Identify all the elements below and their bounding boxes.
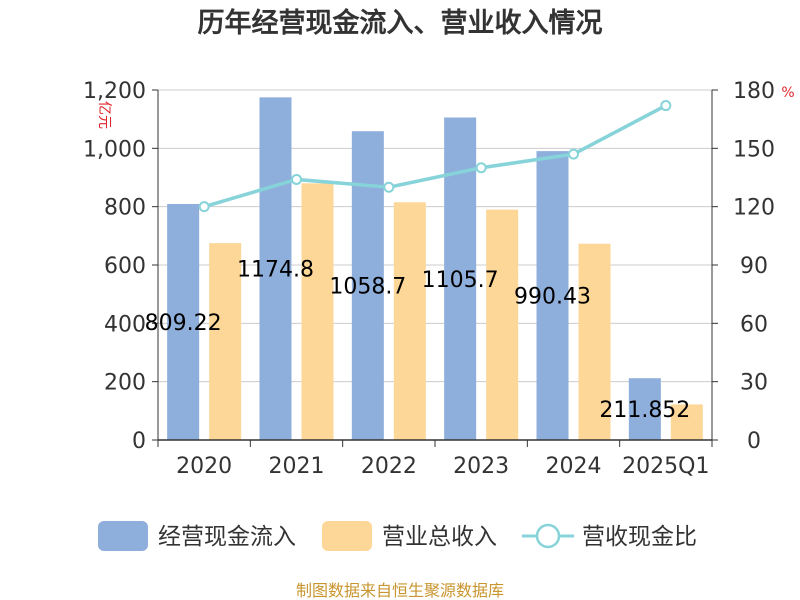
x-tick-label: 2022 — [361, 454, 417, 479]
gridlines — [158, 89, 712, 383]
right-tick-label: 180 — [733, 79, 775, 104]
line-point — [291, 173, 302, 185]
right-tick-label: 60 — [740, 312, 768, 337]
bar-经营现金流入 — [628, 378, 661, 440]
data-label: 1174.8 — [237, 258, 314, 283]
right-tick-label: 150 — [733, 137, 775, 162]
legend-marker — [535, 523, 561, 549]
right-tick-label: 0 — [747, 429, 761, 454]
right-axis-unit: % — [781, 85, 794, 101]
data-labels: 809.22 1174.8 1058.7 1105.7 990.43 211.852 — [145, 258, 691, 423]
source-note: 制图数据来自恒生聚源数据库 — [296, 581, 504, 600]
legend: 经营现金流入 营业总收入 营收现金比 — [98, 521, 697, 551]
left-tick-label: 400 — [104, 312, 146, 337]
legend-label: 营收现金比 — [582, 524, 697, 550]
legend-label: 经营现金流入 — [158, 524, 296, 550]
bar-经营现金流入 — [167, 203, 200, 440]
bar-营业总收入 — [209, 243, 242, 440]
left-axis-unit: 亿元 — [96, 101, 112, 129]
line-point — [383, 181, 395, 193]
line-营收现金比 — [203, 104, 667, 209]
bar-营业总收入 — [670, 404, 703, 440]
data-label: 809.22 — [145, 311, 222, 336]
data-label: 990.43 — [514, 285, 591, 310]
legend-label: 营业总收入 — [382, 524, 497, 550]
data-label: 1058.7 — [329, 275, 406, 300]
left-tick-label: 200 — [104, 371, 146, 396]
data-label: 211.852 — [599, 398, 690, 423]
line-point — [660, 100, 672, 112]
x-tick-label: 2024 — [546, 454, 602, 479]
line-point — [568, 148, 579, 160]
chart-title: 历年经营现金流入、营业收入情况 — [198, 7, 603, 39]
x-tick-label: 2021 — [269, 454, 325, 479]
left-tick-label: 600 — [104, 254, 146, 279]
legend-swatch — [98, 521, 148, 551]
bars — [167, 97, 703, 441]
x-tick-label: 2020 — [176, 454, 232, 479]
x-tick-label: 2023 — [453, 454, 509, 479]
bar-营业总收入 — [393, 202, 426, 440]
left-tick-label: 1,200 — [83, 79, 146, 104]
right-tick-label: 120 — [733, 196, 775, 221]
bar-营业总收入 — [578, 243, 611, 440]
bar-经营现金流入 — [351, 131, 384, 440]
bar-营业总收入 — [301, 183, 334, 441]
line-point — [475, 162, 487, 174]
x-tick-label: 2025Q1 — [622, 454, 709, 479]
bar-经营现金流入 — [259, 97, 292, 440]
axes: 0 200 400 600 800 1,000 1,200 0 30 60 90 120 150 180 2… — [83, 79, 775, 479]
bar-营业总收入 — [486, 209, 519, 440]
left-tick-label: 800 — [104, 196, 146, 221]
line-point — [198, 201, 210, 213]
right-tick-label: 30 — [740, 371, 768, 396]
left-tick-label: 0 — [132, 429, 146, 454]
bar-经营现金流入 — [536, 151, 569, 441]
right-tick-label: 90 — [740, 254, 768, 279]
legend-swatch — [322, 521, 372, 551]
ratio-line — [198, 100, 672, 213]
data-label: 1105.7 — [422, 268, 499, 293]
left-tick-label: 1,000 — [83, 137, 146, 162]
